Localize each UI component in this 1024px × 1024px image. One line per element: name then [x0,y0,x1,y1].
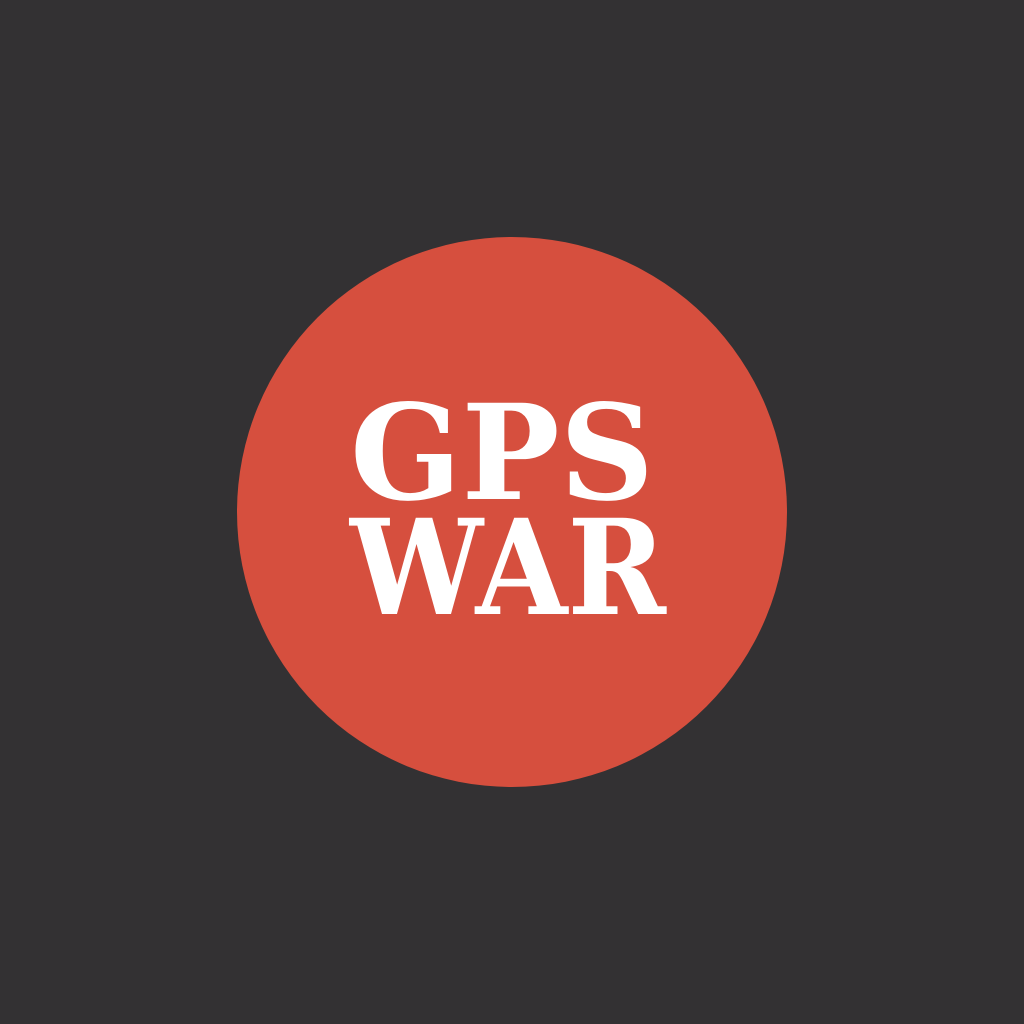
logo-line-gps: GPS [350,376,654,531]
logo-disc [237,237,787,787]
logo-line-war: WAR [348,491,667,646]
